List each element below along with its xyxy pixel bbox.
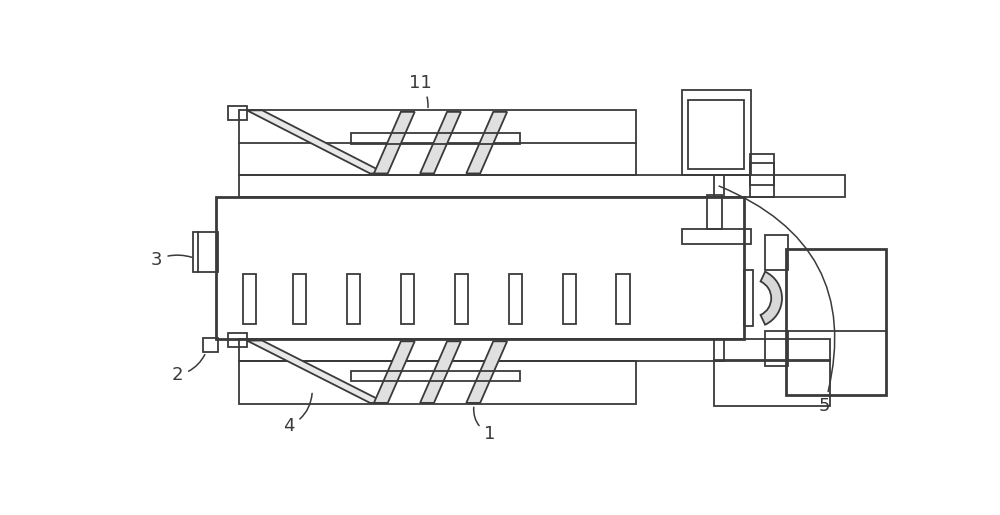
Text: 1: 1 (474, 407, 495, 443)
Polygon shape (420, 341, 461, 403)
Bar (765, 235, 788, 270)
Polygon shape (374, 341, 415, 403)
Bar (744, 270, 753, 326)
Bar (347, 273, 360, 323)
Text: 3: 3 (151, 251, 192, 269)
Bar (750, 154, 774, 197)
Bar (616, 273, 630, 323)
Text: 5: 5 (719, 186, 835, 415)
Bar (714, 339, 830, 360)
Text: 2: 2 (172, 355, 205, 384)
Polygon shape (466, 112, 507, 174)
Bar (786, 249, 886, 395)
Bar (239, 339, 724, 360)
Wedge shape (761, 272, 782, 325)
Bar (243, 273, 256, 323)
Bar (714, 360, 830, 406)
Bar (682, 90, 751, 175)
Polygon shape (466, 341, 507, 403)
Bar (239, 110, 636, 175)
Bar (509, 273, 522, 323)
Bar (688, 99, 744, 169)
Bar (750, 163, 774, 185)
Bar (765, 331, 788, 366)
Bar (228, 106, 247, 119)
Bar (401, 273, 414, 323)
Polygon shape (374, 112, 415, 174)
Bar (239, 175, 724, 197)
Bar (351, 371, 520, 381)
Polygon shape (247, 340, 385, 403)
Bar (239, 360, 636, 404)
Bar (228, 333, 247, 347)
Bar (351, 133, 520, 144)
Bar (714, 175, 845, 197)
Bar (293, 273, 306, 323)
Bar (707, 195, 722, 229)
Polygon shape (247, 110, 385, 174)
Bar (216, 197, 744, 339)
Polygon shape (420, 112, 461, 174)
Text: 4: 4 (283, 393, 312, 435)
Bar (563, 273, 576, 323)
Bar (455, 273, 468, 323)
Bar (193, 232, 218, 272)
Bar (203, 338, 218, 352)
Text: 11: 11 (409, 74, 431, 108)
Bar (682, 229, 751, 244)
